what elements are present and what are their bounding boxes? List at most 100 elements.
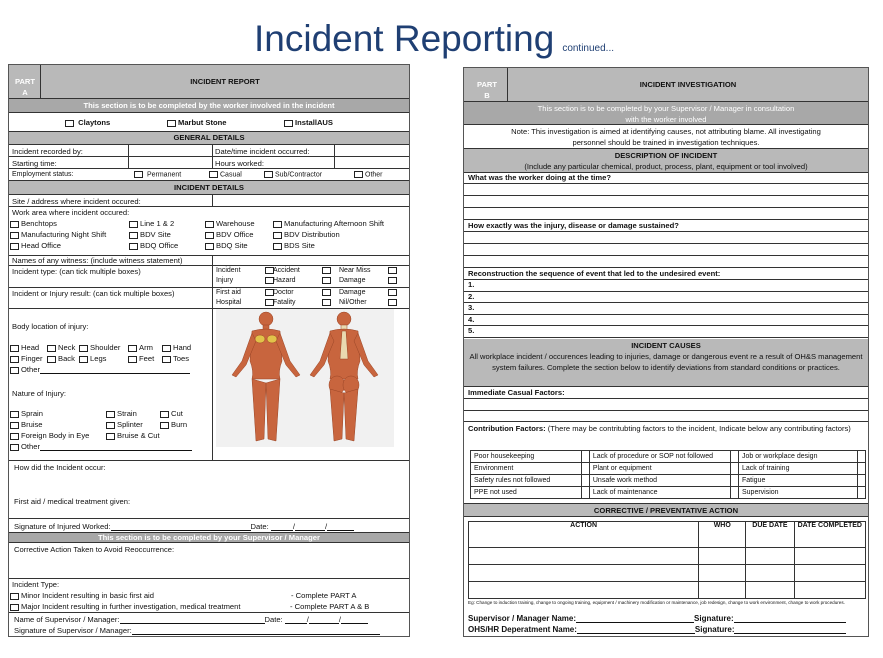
incident-type-option[interactable]: Incident — [216, 267, 241, 274]
work-area-option[interactable]: Manufacturing Night Shift — [10, 230, 106, 239]
answer-line[interactable] — [464, 184, 868, 196]
minor-checkbox[interactable]: Minor Incident resulting in basic first … — [10, 591, 154, 600]
sequence-step[interactable]: 2. — [464, 292, 868, 304]
result-option[interactable]: Hospital — [216, 299, 242, 306]
incident-type-option[interactable]: Injury — [216, 277, 234, 284]
checkbox-icon[interactable] — [129, 242, 138, 250]
checkbox-icon[interactable] — [265, 299, 274, 306]
factor-checkbox[interactable] — [729, 450, 739, 463]
body-other-option[interactable]: Other — [10, 365, 190, 374]
checkbox-icon[interactable] — [205, 220, 214, 228]
checkbox-icon[interactable] — [322, 299, 331, 306]
sig-injured-field[interactable] — [110, 523, 251, 531]
result-option[interactable]: Doctor — [273, 289, 294, 296]
checkbox-icon[interactable] — [10, 355, 19, 363]
work-area-option[interactable]: BDQ Office — [129, 241, 178, 250]
work-area-option[interactable]: Line 1 & 2 — [129, 219, 174, 228]
factor-checkbox[interactable] — [729, 474, 739, 487]
checkbox-icon[interactable] — [162, 355, 171, 363]
ohs-signature-field[interactable] — [734, 626, 847, 634]
checkbox-icon[interactable] — [128, 355, 137, 363]
major-checkbox[interactable]: Major Incident resulting in further inve… — [10, 602, 240, 611]
body-part-option[interactable]: Neck — [47, 343, 75, 352]
factor-checkbox[interactable] — [856, 450, 867, 463]
sequence-step[interactable]: 3. — [464, 303, 868, 315]
body-part-option[interactable]: Head — [10, 343, 39, 352]
action-row[interactable] — [467, 547, 867, 565]
sequence-step[interactable]: 5. — [464, 326, 868, 338]
checkbox-icon[interactable] — [10, 432, 19, 440]
checkbox-icon[interactable] — [129, 231, 138, 239]
body-part-option[interactable]: Back — [47, 354, 75, 363]
checkbox-icon[interactable] — [10, 344, 19, 352]
checkbox-icon[interactable] — [10, 410, 19, 418]
checkbox-icon[interactable] — [106, 432, 115, 440]
company-claytons[interactable]: Claytons — [65, 118, 110, 127]
checkbox-icon[interactable] — [273, 242, 282, 250]
factor-checkbox[interactable] — [729, 486, 739, 499]
checkbox-icon[interactable] — [10, 242, 19, 250]
factor-checkbox[interactable] — [729, 462, 739, 475]
factor-checkbox[interactable] — [856, 462, 867, 475]
sequence-step[interactable]: 4. — [464, 315, 868, 327]
answer-line[interactable] — [464, 232, 868, 244]
factor-checkbox[interactable] — [856, 474, 867, 487]
checkbox-icon[interactable] — [273, 220, 282, 228]
checkbox-icon[interactable] — [10, 366, 19, 374]
checkbox-icon[interactable] — [388, 267, 397, 274]
incident-type-option[interactable]: Damage — [339, 277, 366, 284]
body-part-option[interactable]: Shoulder — [79, 343, 120, 352]
factor-checkbox[interactable] — [856, 486, 867, 499]
body-part-option[interactable]: Toes — [162, 354, 189, 363]
checkbox-icon[interactable] — [265, 267, 274, 274]
incident-type-option[interactable]: Near Miss — [339, 267, 371, 274]
sup-name-field[interactable] — [119, 616, 265, 624]
body-part-option[interactable]: Arm — [128, 343, 153, 352]
nature-option[interactable]: Bruise — [10, 420, 43, 429]
emp-sub[interactable]: Sub/Contractor — [264, 171, 322, 178]
company-marbut[interactable]: Marbut Stone — [167, 118, 227, 127]
checkbox-icon[interactable] — [322, 277, 331, 284]
checkbox-icon[interactable] — [79, 355, 88, 363]
work-area-option[interactable]: BDV Distribution — [273, 230, 340, 239]
answer-line[interactable] — [464, 244, 868, 256]
nature-other-option[interactable]: Other — [10, 442, 192, 451]
sup-sig-field[interactable] — [131, 627, 380, 635]
checkbox-icon[interactable] — [129, 220, 138, 228]
work-area-option[interactable]: BDV Office — [205, 230, 253, 239]
checkbox-icon[interactable] — [106, 421, 115, 429]
action-row[interactable] — [467, 564, 867, 582]
answer-line[interactable] — [464, 411, 868, 422]
emp-permanent[interactable]: Permanent — [134, 171, 181, 178]
factor-checkbox[interactable] — [580, 450, 590, 463]
checkbox-icon[interactable] — [322, 289, 331, 296]
checkbox-icon[interactable] — [10, 231, 19, 239]
work-area-option[interactable]: BDV Site — [129, 230, 171, 239]
nature-option[interactable]: Burn — [160, 420, 187, 429]
result-option[interactable]: First aid — [216, 289, 241, 296]
incident-type-option[interactable]: Accident — [273, 267, 300, 274]
emp-other[interactable]: Other — [354, 171, 383, 178]
checkbox-icon[interactable] — [265, 277, 274, 284]
emp-casual[interactable]: Casual — [209, 171, 242, 178]
checkbox-icon[interactable] — [388, 289, 397, 296]
nature-option[interactable]: Bruise & Cut — [106, 431, 160, 440]
work-area-option[interactable]: Benchtops — [10, 219, 57, 228]
body-part-option[interactable]: Feet — [128, 354, 154, 363]
nature-option[interactable]: Sprain — [10, 409, 43, 418]
checkbox-icon[interactable] — [79, 344, 88, 352]
checkbox-icon[interactable] — [160, 421, 169, 429]
work-area-option[interactable]: Manufacturing Afternoon Shift — [273, 219, 384, 228]
checkbox-icon[interactable] — [106, 410, 115, 418]
nature-option[interactable]: Cut — [160, 409, 183, 418]
sup-name-field[interactable] — [576, 615, 695, 623]
sup-signature-field[interactable] — [733, 615, 846, 623]
body-part-option[interactable]: Finger — [10, 354, 43, 363]
nature-option[interactable]: Strain — [106, 409, 137, 418]
checkbox-icon[interactable] — [388, 299, 397, 306]
action-row[interactable] — [467, 581, 867, 599]
factor-checkbox[interactable] — [580, 462, 590, 475]
nature-option[interactable]: Splinter — [106, 420, 143, 429]
factor-checkbox[interactable] — [580, 486, 590, 499]
answer-line[interactable] — [464, 208, 868, 220]
